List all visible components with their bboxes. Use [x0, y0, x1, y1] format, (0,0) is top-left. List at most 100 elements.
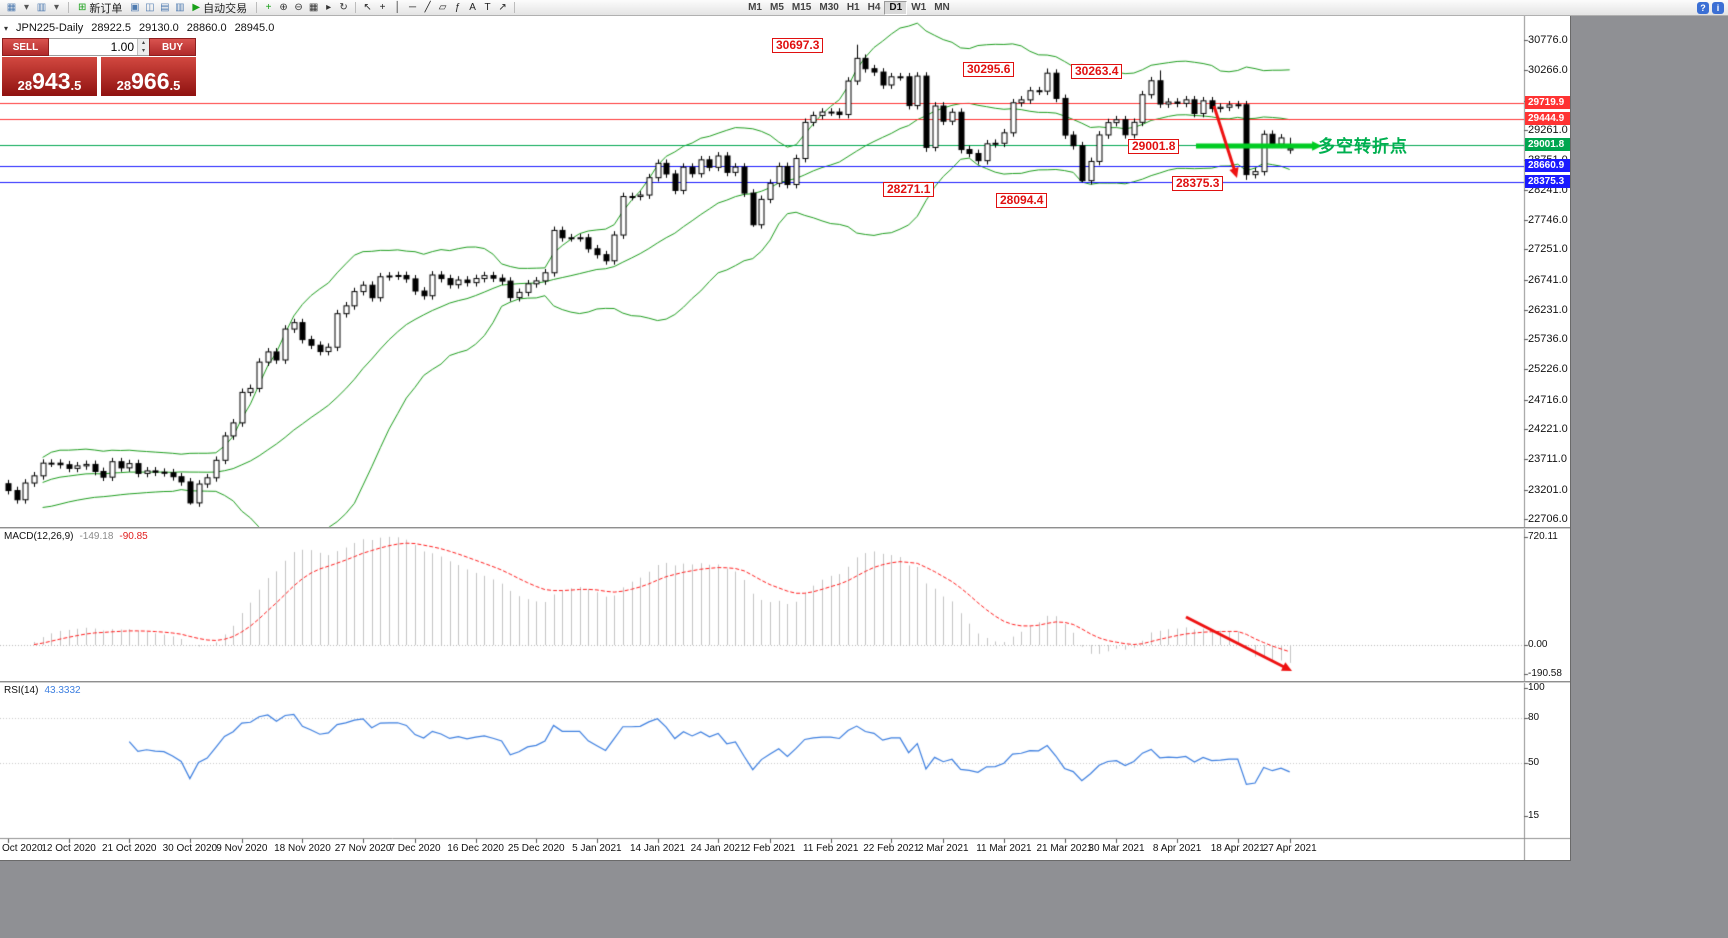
- price-line-badge: 28660.9: [1525, 158, 1570, 172]
- new-order-icon: ⊞: [78, 2, 87, 13]
- time-axis-label: 27 Apr 2021: [1262, 843, 1317, 854]
- toolbar-group-file: ▦ ▾ ▥ ▾: [4, 1, 64, 14]
- autotrading-icon: ▶: [192, 2, 201, 13]
- time-axis-label: 30 Oct 2020: [162, 843, 218, 854]
- time-axis-label: 14 Jan 2021: [629, 843, 686, 854]
- text-icon[interactable]: A: [469, 2, 476, 13]
- symbol-period-label: JPN225-Daily: [16, 22, 84, 34]
- price-annotation-box[interactable]: 29001.8: [1128, 139, 1180, 154]
- bull-bear-turning-point-label[interactable]: 多空转折点: [1318, 137, 1408, 156]
- channel-icon[interactable]: ▱: [438, 2, 447, 13]
- toolbar-separator: [68, 2, 69, 13]
- workspace-background: [0, 862, 1572, 938]
- new-chart-icon[interactable]: ▦: [6, 2, 17, 13]
- price-line-badge: 29719.9: [1525, 95, 1570, 109]
- macd-axis-label: -190.58: [1528, 667, 1562, 679]
- time-axis-label: 21 Mar 2021: [1036, 843, 1093, 854]
- timeframe-m15-button[interactable]: M15: [791, 1, 812, 13]
- time-axis-label: 22 Feb 2021: [863, 843, 920, 854]
- fibonacci-icon[interactable]: ƒ: [454, 2, 461, 13]
- price-annotation-box[interactable]: 28375.3: [1172, 176, 1224, 191]
- price-axis-label: 27251.0: [1528, 243, 1568, 256]
- time-axis[interactable]: Oct 2020 12 Oct 2020 21 Oct 2020 30 Oct 202…: [0, 16, 1570, 860]
- time-axis-label: 8 Apr 2021: [1152, 843, 1202, 854]
- volume-down-icon[interactable]: ▾: [138, 47, 149, 55]
- crosshair-icon[interactable]: +: [379, 2, 386, 13]
- price-axis-label: 30776.0: [1528, 34, 1568, 46]
- data-window-icon[interactable]: ◫: [145, 2, 155, 13]
- auto-scroll-icon[interactable]: ▸: [326, 2, 332, 13]
- bid-price-big: 943: [32, 68, 71, 94]
- chart-shift-icon[interactable]: ↻: [339, 2, 348, 13]
- market-watch-icon[interactable]: ▣: [130, 2, 140, 13]
- rsi-axis-label: 50: [1528, 757, 1540, 769]
- zoom-out-icon[interactable]: ⊖: [294, 2, 303, 13]
- timeframe-w1-button[interactable]: W1: [911, 1, 927, 13]
- macd-panel-separator[interactable]: [0, 527, 1570, 529]
- trendline-icon[interactable]: ╱: [424, 2, 431, 13]
- main-toolbar: ▦ ▾ ▥ ▾ ⊞ 新订单 ▣ ◫ ▤ ▥ ▶ 自动交易 + ⊕ ⊖ ▦ ▸ ↻ ↖ + │ ─ ╱ ▱ ƒ A T ↗…: [0, 0, 1728, 16]
- time-axis-label: 11 Feb 2021: [802, 843, 859, 854]
- time-axis-label: 25 Dec 2020: [507, 843, 565, 854]
- timeframe-mn-button[interactable]: MN: [934, 1, 950, 13]
- one-click-panel-toggle-icon[interactable]: ▾: [4, 23, 9, 33]
- horizontal-line-icon[interactable]: ─: [409, 2, 417, 13]
- time-axis-label: 12 Oct 2020: [41, 843, 96, 854]
- price-annotation-box[interactable]: 30697.3: [772, 38, 824, 53]
- sell-label-button[interactable]: SELL: [2, 38, 49, 56]
- price-annotation-box[interactable]: 30263.4: [1071, 64, 1123, 79]
- price-annotation-box[interactable]: 28094.4: [996, 193, 1048, 208]
- buy-price-button[interactable]: 28 966.5: [101, 57, 196, 96]
- workspace-background: [1572, 16, 1728, 938]
- buy-label-button[interactable]: BUY: [149, 38, 196, 56]
- rsi-indicator-label: RSI(14) 43.3332: [4, 685, 81, 696]
- arrows-tool-icon[interactable]: ↗: [498, 2, 507, 13]
- timeframe-m30-button[interactable]: M30: [819, 1, 839, 13]
- bar-low-value: 28860.0: [186, 22, 227, 34]
- help-icon[interactable]: ?: [1697, 1, 1709, 14]
- autotrading-button[interactable]: ▶ 自动交易: [187, 0, 252, 15]
- text-label-icon[interactable]: T: [484, 2, 491, 13]
- profiles-icon[interactable]: ▥: [36, 2, 47, 13]
- toolbar-group-chart: + ⊕ ⊖ ▦ ▸ ↻: [261, 1, 351, 14]
- indicators-add-icon[interactable]: +: [265, 2, 272, 13]
- timeframe-m1-button[interactable]: M1: [748, 1, 762, 13]
- rsi-axis-label: 100: [1528, 682, 1545, 693]
- bar-open-value: 28922.5: [91, 22, 132, 34]
- new-chart-dropdown-icon[interactable]: ▾: [23, 2, 30, 13]
- price-axis-label: 27746.0: [1528, 213, 1568, 226]
- price-line-badge: 29001.8: [1525, 138, 1570, 152]
- bar-close-value: 28945.0: [234, 22, 275, 34]
- tile-windows-icon[interactable]: ▦: [308, 2, 319, 13]
- timeframe-m5-button[interactable]: M5: [770, 1, 784, 13]
- timeframe-h4-button[interactable]: H4: [867, 1, 881, 13]
- time-axis-label: 5 Jan 2021: [572, 843, 622, 854]
- price-chart-canvas[interactable]: [0, 16, 1570, 860]
- new-order-label: 新订单: [89, 2, 123, 15]
- new-order-button[interactable]: ⊞ 新订单: [73, 0, 127, 15]
- notifications-icon[interactable]: i: [1712, 1, 1724, 14]
- price-axis-label: 25736.0: [1528, 333, 1568, 346]
- volume-up-icon[interactable]: ▴: [138, 39, 149, 47]
- terminal-icon[interactable]: ▥: [175, 2, 185, 13]
- zoom-in-icon[interactable]: ⊕: [279, 2, 288, 13]
- navigator-icon[interactable]: ▤: [160, 2, 170, 13]
- volume-input[interactable]: 1.00: [110, 40, 134, 54]
- time-axis-label: 24 Jan 2021: [690, 843, 746, 854]
- time-axis-label: 11 Mar 2021: [976, 843, 1032, 854]
- timeframe-d1-button[interactable]: D1: [884, 0, 908, 15]
- profiles-dropdown-icon[interactable]: ▾: [53, 2, 60, 13]
- rsi-panel-separator[interactable]: [0, 681, 1570, 683]
- sell-price-button[interactable]: 28 943.5: [2, 57, 97, 96]
- time-axis-label: 16 Dec 2020: [447, 843, 504, 854]
- price-axis-label: 26231.0: [1528, 303, 1568, 316]
- price-axis[interactable]: 30776.030266.029756.029261.028751.028241…: [0, 16, 1570, 860]
- one-click-trading-panel: SELL 1.00 ▴ ▾ BUY 28 943.5 28 966.5: [2, 38, 196, 96]
- cursor-icon[interactable]: ↖: [363, 2, 372, 13]
- price-annotation-box[interactable]: 28271.1: [883, 182, 935, 197]
- vertical-line-icon[interactable]: │: [394, 2, 401, 13]
- price-annotation-box[interactable]: 30295.6: [963, 62, 1015, 77]
- price-axis-label: 23711.0: [1528, 453, 1567, 466]
- timeframe-h1-button[interactable]: H1: [846, 1, 860, 13]
